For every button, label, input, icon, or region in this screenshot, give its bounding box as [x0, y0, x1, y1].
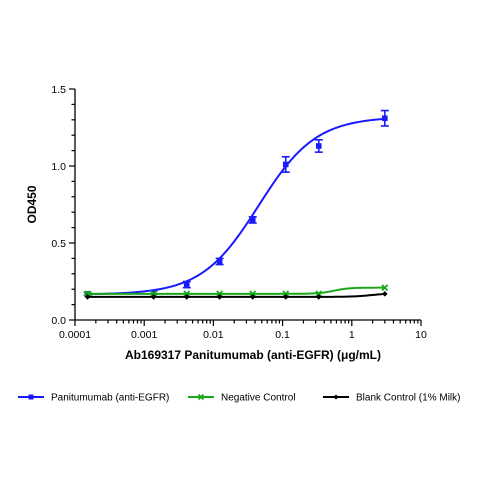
data-point-stroke [315, 290, 323, 298]
series-2-fit-line [87, 292, 385, 298]
data-point [382, 115, 388, 122]
ticks: 0.0001 0.001 0.01 0.1 1 10 0.0 0.5 1.0 1.5 [51, 84, 427, 341]
data-point-stroke [150, 290, 158, 298]
series-0-fit-line [87, 117, 385, 296]
data-point-stroke [183, 290, 191, 298]
data-point [282, 294, 289, 300]
data-point [315, 294, 322, 300]
x-tick-label: 0.1 [275, 329, 290, 341]
y-tick-label: 0.5 [51, 238, 66, 250]
data-point [183, 294, 190, 300]
data-point-stroke [84, 290, 92, 298]
data-point [216, 290, 224, 298]
legend: Panitumumab (anti-EGFR) Negative Control B… [18, 393, 460, 404]
y-tick-label: 0.0 [51, 315, 66, 327]
data-point [150, 289, 157, 296]
legend-marker [28, 394, 34, 400]
data-point [216, 294, 223, 300]
data-point [249, 294, 256, 300]
data-point-stroke [282, 290, 290, 298]
data-point [282, 161, 289, 168]
data-point [84, 294, 91, 300]
legend-item-1: Negative Control [188, 393, 295, 404]
legend-label: Blank Control (1% Milk) [356, 393, 460, 404]
series-2 [84, 291, 388, 300]
data-point [381, 284, 389, 292]
data-point-stroke [249, 290, 257, 298]
axes [74, 89, 421, 321]
y-axis-title: OD450 [25, 185, 39, 223]
legend-label: Negative Control [221, 393, 295, 404]
data-point [84, 290, 92, 298]
data-point [382, 291, 388, 297]
data-point [315, 143, 322, 149]
legend-marker [197, 393, 205, 401]
data-point [150, 290, 158, 298]
legend-item-0: Panitumumab (anti-EGFR) [18, 393, 169, 404]
x-tick-label: 0.01 [203, 329, 224, 341]
data-point [249, 217, 256, 223]
data-point [183, 281, 190, 288]
data-point [249, 290, 257, 298]
data-point [315, 290, 323, 298]
x-tick-label: 0.001 [131, 329, 157, 341]
data-point [150, 294, 157, 300]
data-point-stroke [216, 290, 224, 298]
series-group [83, 109, 389, 300]
series-0 [83, 109, 389, 297]
x-axis-title: Ab169317 Panitumumab (anti-EGFR) (μg/mL) [125, 348, 381, 362]
x-tick-label: 1 [349, 329, 355, 341]
data-point [282, 290, 290, 298]
y-tick-label: 1.0 [51, 161, 66, 173]
legend-label: Panitumumab (anti-EGFR) [51, 393, 169, 404]
legend-marker-stroke [197, 393, 205, 401]
legend-marker [333, 394, 339, 400]
x-tick-label: 0.0001 [59, 329, 91, 341]
x-tick-label: 10 [415, 329, 427, 341]
series-1 [83, 284, 389, 298]
data-point [183, 290, 191, 298]
data-point-stroke [381, 284, 389, 292]
series-1-fit-line [87, 286, 385, 295]
axis-titles: Ab169317 Panitumumab (anti-EGFR) (μg/mL)… [25, 185, 381, 362]
y-tick-label: 1.5 [51, 84, 66, 96]
data-point [216, 258, 223, 265]
legend-item-2: Blank Control (1% Milk) [323, 393, 460, 404]
